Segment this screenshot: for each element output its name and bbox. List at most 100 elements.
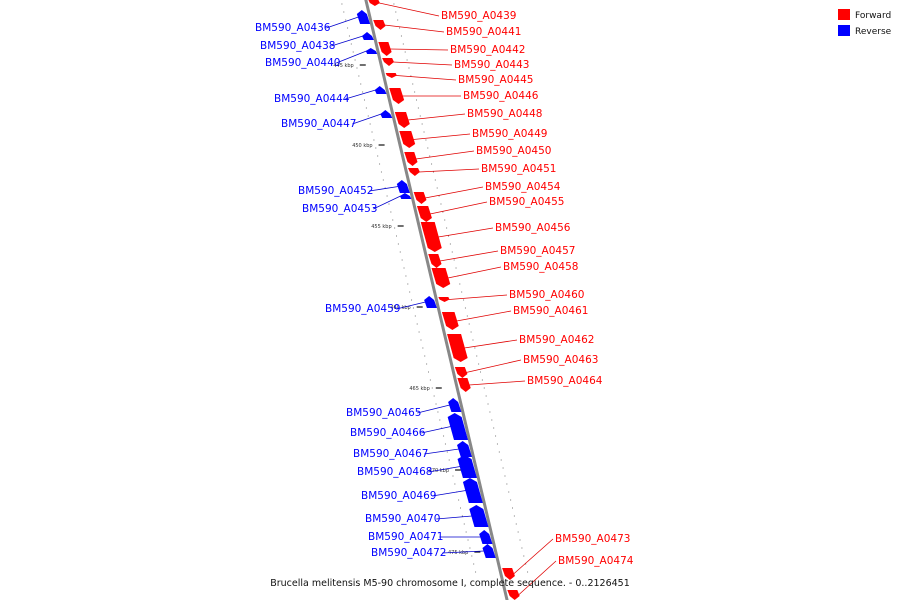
gene-block-bm590_a0454[interactable] — [413, 192, 427, 204]
leader-line-bm590_a0449 — [413, 133, 471, 140]
legend-reverse-label: Reverse — [855, 27, 892, 37]
gene-label-bm590_a0460[interactable]: BM590_A0460 — [509, 289, 584, 301]
gene-block-bm590_a0467[interactable] — [457, 441, 473, 457]
gene-label-bm590_a0457[interactable]: BM590_A0457 — [500, 245, 575, 257]
gene-block-bm590_a0441[interactable] — [373, 20, 386, 30]
gene-label-bm590_a0456[interactable]: BM590_A0456 — [495, 222, 571, 234]
gene-label-bm590_a0471[interactable]: BM590_A0471 — [368, 531, 443, 543]
leader-line-bm590_a0467 — [424, 448, 459, 455]
gene-label-bm590_a0443[interactable]: BM590_A0443 — [454, 59, 529, 71]
gene-label-bm590_a0454[interactable]: BM590_A0454 — [485, 181, 561, 193]
gene-label-bm590_a0459[interactable]: BM590_A0459 — [325, 303, 400, 315]
leader-line-bm590_a0438 — [331, 35, 364, 47]
gene-label-bm590_a0442[interactable]: BM590_A0442 — [450, 44, 525, 56]
gene-block-bm590_a0436[interactable] — [356, 10, 371, 24]
gene-block-bm590_a0444[interactable] — [374, 86, 387, 94]
leader-line-bm590_a0453 — [373, 195, 401, 210]
gene-block-bm590_a0459[interactable] — [424, 296, 437, 308]
gene-label-bm590_a0447[interactable]: BM590_A0447 — [281, 118, 356, 130]
gene-block-bm590_a0461[interactable] — [441, 312, 459, 330]
gene-label-bm590_a0469[interactable]: BM590_A0469 — [361, 490, 436, 502]
gene-block-bm590_a0474[interactable] — [507, 590, 520, 600]
gene-label-bm590_a0465[interactable]: BM590_A0465 — [346, 407, 421, 419]
gene-block-bm590_a0455[interactable] — [416, 206, 432, 222]
gene-block-bm590_a0457[interactable] — [428, 254, 442, 268]
leader-line-bm590_a0442 — [389, 48, 449, 51]
gene-label-bm590_a0453[interactable]: BM590_A0453 — [302, 203, 377, 215]
gene-label-bm590_a0450[interactable]: BM590_A0450 — [476, 145, 551, 157]
gene-block-bm590_a0472[interactable] — [482, 544, 496, 558]
gene-label-bm590_a0464[interactable]: BM590_A0464 — [527, 375, 603, 387]
gene-block-bm590_a0466[interactable] — [447, 413, 469, 440]
gene-label-bm590_a0451[interactable]: BM590_A0451 — [481, 163, 556, 175]
gene-label-bm590_a0448[interactable]: BM590_A0448 — [467, 108, 542, 120]
gene-label-bm590_a0438[interactable]: BM590_A0438 — [260, 40, 335, 52]
gene-block-bm590_a0458[interactable] — [431, 268, 451, 288]
gene-label-bm590_a0470[interactable]: BM590_A0470 — [365, 513, 440, 525]
gene-label-bm590_a0473[interactable]: BM590_A0473 — [555, 533, 630, 545]
gene-block-bm590_a0442[interactable] — [378, 42, 392, 56]
gene-block-bm590_a0470[interactable] — [469, 505, 489, 527]
gene-label-bm590_a0462[interactable]: BM590_A0462 — [519, 334, 594, 346]
gene-label-bm590_a0440[interactable]: BM590_A0440 — [265, 57, 340, 69]
gene-block-bm590_a0460[interactable] — [438, 297, 450, 302]
gene-label-bm590_a0458[interactable]: BM590_A0458 — [503, 261, 578, 273]
gene-label-bm590_a0463[interactable]: BM590_A0463 — [523, 354, 598, 366]
gene-label-bm590_a0446[interactable]: BM590_A0446 — [463, 90, 539, 102]
leader-line-bm590_a0450 — [415, 150, 475, 160]
gene-labels: BM590_A0436 BM590_A0438 BM590_A0440 BM590_A… — [255, 10, 634, 567]
gene-block-bm590_a0447[interactable] — [380, 110, 393, 118]
gene-block-bm590_a0453[interactable] — [399, 193, 412, 199]
leader-line-bm590_a0460 — [448, 294, 508, 300]
gene-block-bm590_a0450[interactable] — [404, 152, 418, 166]
leader-line-bm590_a0463 — [466, 359, 522, 373]
gene-block-bm590_a0463[interactable] — [454, 367, 468, 378]
gene-block-bm590_a0469[interactable] — [462, 478, 483, 503]
gene-block-bm590_a0462[interactable] — [447, 334, 468, 362]
legend-forward-swatch — [838, 9, 850, 20]
gene-block-bm590_a0439[interactable] — [368, 0, 380, 6]
gene-label-bm590_a0436[interactable]: BM590_A0436 — [255, 22, 331, 34]
gene-block-bm590_a0468[interactable] — [457, 455, 477, 478]
leader-line-bm590_a0454 — [424, 186, 484, 199]
leader-line-bm590_a0457 — [439, 250, 499, 262]
gene-block-bm590_a0438[interactable] — [362, 32, 374, 40]
gene-block-bm590_a0464[interactable] — [457, 378, 471, 392]
gene-block-bm590_a0465[interactable] — [448, 398, 462, 412]
gene-label-bm590_a0474[interactable]: BM590_A0474 — [558, 555, 634, 567]
gene-label-bm590_a0441[interactable]: BM590_A0441 — [446, 26, 521, 38]
gene-block-bm590_a0451[interactable] — [408, 168, 420, 176]
leader-line-bm590_a0441 — [384, 24, 445, 33]
gene-label-bm590_a0445[interactable]: BM590_A0445 — [458, 74, 533, 86]
gene-label-bm590_a0461[interactable]: BM590_A0461 — [513, 305, 588, 317]
gene-label-bm590_a0452[interactable]: BM590_A0452 — [298, 185, 373, 197]
gene-block-bm590_a0440[interactable] — [365, 48, 378, 54]
leader-line-bm590_a0462 — [464, 339, 518, 349]
gene-block-bm590_a0456[interactable] — [420, 222, 442, 252]
gene-label-bm590_a0468[interactable]: BM590_A0468 — [357, 466, 432, 478]
legend: Forward Reverse — [838, 9, 892, 37]
legend-forward-label: Forward — [855, 11, 891, 21]
leader-line-bm590_a0445 — [396, 75, 457, 81]
gene-block-bm590_a0448[interactable] — [394, 112, 410, 128]
gene-block-bm590_a0445[interactable] — [385, 73, 397, 78]
gene-label-bm590_a0439[interactable]: BM590_A0439 — [441, 10, 516, 22]
gene-block-bm590_a0446[interactable] — [389, 88, 405, 104]
gene-label-bm590_a0455[interactable]: BM590_A0455 — [489, 196, 564, 208]
gene-block-bm590_a0452[interactable] — [396, 180, 410, 193]
leader-line-bm590_a0473 — [513, 538, 554, 575]
gene-block-bm590_a0443[interactable] — [382, 58, 395, 66]
gene-label-bm590_a0466[interactable]: BM590_A0466 — [350, 427, 426, 439]
gene-block-bm590_a0449[interactable] — [399, 131, 416, 148]
gene-label-bm590_a0449[interactable]: BM590_A0449 — [472, 128, 547, 140]
leader-line-bm590_a0461 — [456, 310, 512, 322]
gene-label-bm590_a0467[interactable]: BM590_A0467 — [353, 448, 428, 460]
leader-line-bm590_a0466 — [421, 426, 451, 434]
gene-block-bm590_a0473[interactable] — [502, 568, 515, 580]
gene-label-bm590_a0472[interactable]: BM590_A0472 — [371, 547, 446, 559]
gene-label-bm590_a0444[interactable]: BM590_A0444 — [274, 93, 350, 105]
gene-block-bm590_a0471[interactable] — [479, 530, 493, 544]
leader-line-bm590_a0472 — [442, 550, 485, 554]
sequence-caption: Brucella melitensis M5-90 chromosome I, … — [270, 578, 630, 589]
